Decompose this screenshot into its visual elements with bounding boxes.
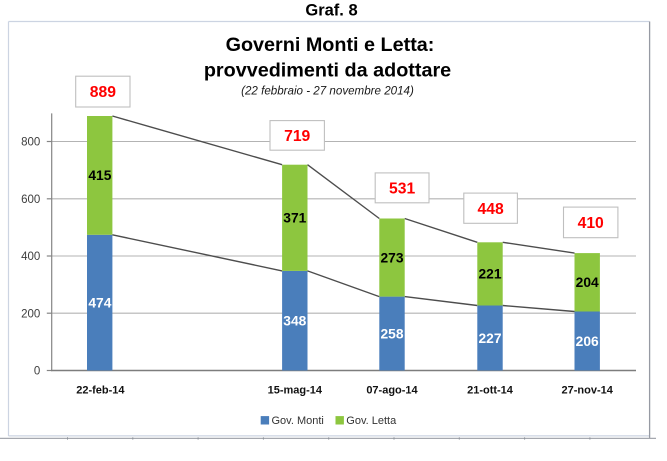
svg-text:448: 448 — [478, 201, 504, 218]
svg-text:410: 410 — [578, 215, 604, 232]
svg-text:719: 719 — [284, 128, 310, 145]
svg-text:227: 227 — [478, 331, 501, 346]
svg-text:provvedimenti da adottare: provvedimenti da adottare — [204, 60, 451, 82]
svg-text:Graf. 8: Graf. 8 — [305, 2, 357, 20]
svg-text:221: 221 — [478, 267, 501, 282]
svg-text:800: 800 — [21, 137, 40, 149]
svg-text:15-mag-14: 15-mag-14 — [268, 385, 323, 397]
svg-text:0: 0 — [34, 366, 40, 378]
svg-text:Governi Monti e Letta:: Governi Monti e Letta: — [226, 34, 435, 56]
svg-text:273: 273 — [380, 250, 403, 265]
svg-text:206: 206 — [576, 334, 599, 349]
svg-text:474: 474 — [88, 295, 111, 310]
svg-text:415: 415 — [88, 168, 111, 183]
svg-text:200: 200 — [21, 308, 40, 320]
svg-text:07-ago-14: 07-ago-14 — [366, 385, 418, 397]
svg-text:27-nov-14: 27-nov-14 — [562, 385, 614, 397]
svg-text:371: 371 — [283, 211, 306, 226]
svg-text:348: 348 — [283, 314, 306, 329]
svg-text:400: 400 — [21, 251, 40, 263]
svg-text:Gov. Monti: Gov. Monti — [272, 415, 324, 427]
svg-text:258: 258 — [380, 326, 403, 341]
svg-text:22-feb-14: 22-feb-14 — [76, 385, 125, 397]
svg-text:531: 531 — [389, 181, 415, 198]
svg-text:204: 204 — [576, 275, 599, 290]
svg-text:(22 febbraio - 27 novembre 201: (22 febbraio - 27 novembre 2014) — [241, 84, 414, 97]
svg-text:889: 889 — [90, 84, 116, 101]
svg-text:Gov. Letta: Gov. Letta — [346, 415, 397, 427]
svg-text:600: 600 — [21, 194, 40, 206]
svg-text:21-ott-14: 21-ott-14 — [467, 385, 514, 397]
